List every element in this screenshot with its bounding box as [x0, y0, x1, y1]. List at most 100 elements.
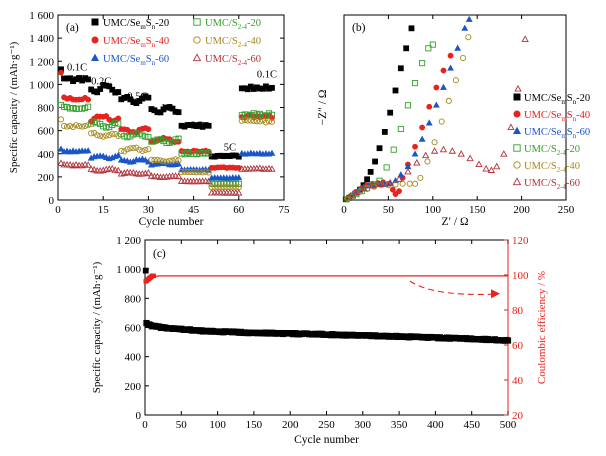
data-point — [364, 176, 370, 183]
data-point — [461, 24, 469, 31]
data-point — [115, 132, 122, 139]
data-point — [457, 150, 465, 157]
data-point — [364, 185, 371, 192]
data-point — [114, 166, 122, 174]
data-point — [163, 158, 170, 165]
data-point — [256, 164, 264, 171]
data-point — [175, 160, 182, 167]
data-point — [145, 94, 152, 101]
data-point — [106, 83, 113, 90]
data-point — [419, 124, 426, 131]
y-tick-label: 600 — [125, 323, 142, 335]
data-point — [440, 67, 447, 74]
data-point — [432, 101, 440, 108]
data-point — [196, 169, 203, 176]
legend-marker — [91, 18, 99, 26]
data-point — [262, 119, 269, 126]
panel-b: 0 50 100 150 200 250 Z′ / Ω −Z″ / Ω (b) UMC/SemSn… — [317, 14, 590, 228]
data-point — [129, 169, 137, 176]
data-point — [403, 45, 410, 52]
data-point — [169, 157, 176, 164]
data-point — [114, 151, 122, 158]
x-tick-label: 50 — [176, 419, 188, 431]
panel-c: 0 50 100 150 200 250 300 350 400 450 500 0 200 400 600… — [91, 235, 548, 446]
y2-tick-label: 60 — [512, 340, 524, 352]
data-point — [397, 171, 405, 178]
x-tick-label: 15 — [98, 204, 110, 216]
data-point — [412, 143, 418, 150]
data-point — [247, 117, 254, 124]
data-point — [500, 150, 508, 157]
ce-point — [151, 273, 156, 279]
data-point — [205, 150, 212, 157]
data-point — [514, 84, 522, 92]
y-tick-label: 1 400 — [29, 33, 54, 45]
data-point — [377, 180, 385, 188]
legend-label: UMC/S2-4-60 — [524, 178, 580, 191]
data-point — [454, 44, 462, 51]
data-point — [112, 130, 119, 138]
y-tick-label: 0 — [136, 410, 142, 422]
x-tick-label: 350 — [391, 419, 408, 431]
x-axis-label: Cycle number — [139, 216, 204, 228]
data-point — [404, 102, 411, 109]
data-point — [121, 148, 128, 155]
data-point — [413, 158, 421, 166]
data-point — [445, 97, 452, 104]
data-point — [85, 96, 92, 103]
data-point — [175, 109, 182, 116]
data-point — [58, 69, 64, 76]
rate-label: 0.5C — [127, 91, 147, 102]
data-point — [399, 180, 406, 187]
data-point — [130, 145, 137, 152]
data-point — [60, 122, 68, 130]
x-tick-label: 200 — [282, 419, 299, 431]
legend-label: UMC/S2-4-40 — [524, 161, 580, 174]
data-point — [154, 156, 161, 163]
data-point — [157, 109, 164, 116]
data-point — [178, 168, 185, 176]
x-tick-label: 100 — [425, 204, 442, 216]
y-tick-label: 1 200 — [116, 235, 141, 247]
data-point — [411, 150, 419, 157]
rate-label: 1C — [160, 103, 172, 114]
y2-tick-label: 80 — [512, 305, 524, 317]
data-point — [166, 157, 173, 164]
y-tick-label: 0 — [49, 195, 55, 207]
y-tick-label: 1 000 — [29, 79, 54, 91]
x-tick-label: 60 — [233, 204, 245, 216]
data-point — [133, 144, 140, 151]
data-point — [235, 180, 242, 187]
data-point — [67, 123, 74, 130]
data-point — [406, 180, 413, 187]
data-point — [424, 158, 431, 165]
x-tick-label: 500 — [500, 419, 517, 431]
data-point — [241, 117, 248, 124]
y-tick-label: 1 000 — [116, 264, 141, 276]
data-point — [115, 89, 122, 95]
data-point — [390, 146, 397, 153]
panel-label: (c) — [153, 248, 166, 260]
y-tick-label: 600 — [38, 126, 55, 138]
legend-label: UMC/SemSn-40 — [524, 110, 590, 123]
legend-marker — [193, 18, 201, 26]
capacity-point — [142, 267, 149, 274]
data-point — [205, 177, 213, 185]
x-axis-label: Z′ / Ω — [441, 216, 468, 228]
legend-marker — [512, 177, 522, 186]
data-point — [142, 146, 149, 153]
data-point — [367, 168, 374, 175]
data-point — [265, 118, 272, 125]
legend-marker — [513, 144, 521, 152]
data-point — [97, 132, 104, 139]
legend-label: UMC/S2-4-60 — [205, 54, 261, 67]
data-point — [429, 41, 436, 48]
data-point — [118, 147, 125, 154]
x-tick-label: 150 — [469, 204, 486, 216]
data-point — [440, 83, 447, 90]
data-point — [235, 153, 242, 160]
data-point — [411, 80, 419, 87]
data-point — [244, 117, 251, 124]
data-point — [160, 158, 167, 165]
rate-label: 5C — [224, 142, 236, 153]
